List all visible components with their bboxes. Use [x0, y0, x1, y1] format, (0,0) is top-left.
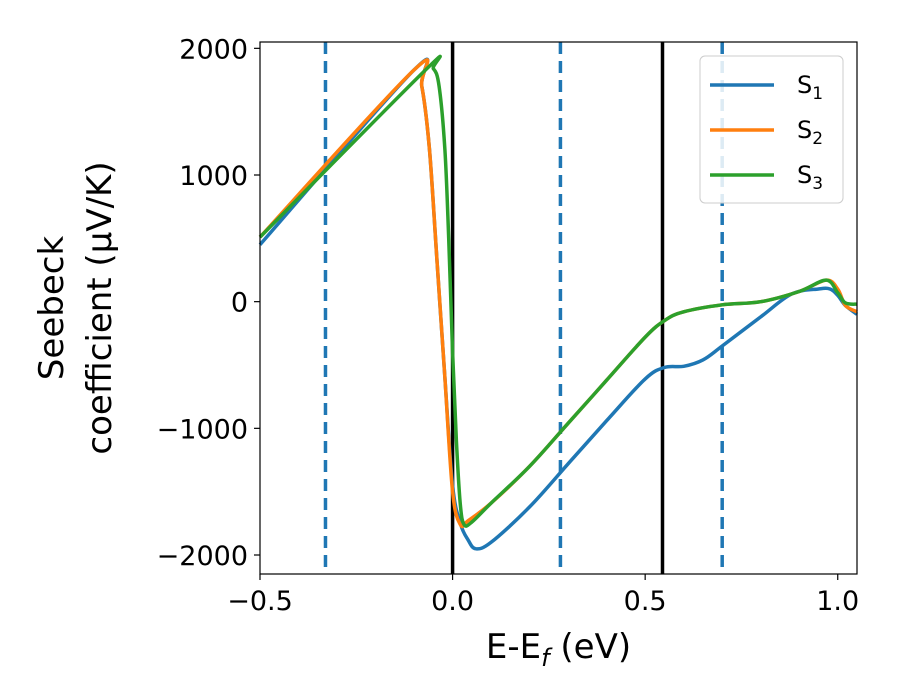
- x-tick-label: 0.5: [624, 586, 667, 617]
- legend: S1 S2 S3: [699, 55, 844, 204]
- series-lines: [258, 54, 859, 551]
- y-tick-label: 2000: [179, 34, 248, 65]
- y-axis-ticks: 2000 1000 0 −1000 −2000: [157, 34, 260, 572]
- y-axis-title-line2: coefficient (μV/K): [80, 161, 120, 454]
- x-axis-title-unit: (eV): [550, 627, 632, 667]
- y-tick-label: 0: [231, 288, 248, 319]
- y-tick-label: −1000: [157, 414, 248, 445]
- x-tick-label: −0.5: [227, 586, 293, 617]
- legend-label-S2: S2: [797, 116, 823, 149]
- series-line-S3: [258, 54, 858, 528]
- x-tick-label: 1.0: [816, 586, 859, 617]
- x-tick-label: 0.0: [431, 586, 474, 617]
- reference-lines: [323, 42, 724, 574]
- y-axis-title-line1: Seebeck: [32, 236, 72, 381]
- legend-label-S3: S3: [797, 161, 823, 194]
- plot-frame: [259, 41, 858, 575]
- y-tick-label: −2000: [157, 541, 248, 572]
- y-axis-title: Seebeck coefficient (μV/K): [32, 161, 120, 454]
- legend-label-S1: S1: [797, 71, 823, 104]
- x-axis-title: E-Ef (eV): [486, 627, 631, 672]
- y-tick-label: 1000: [179, 161, 248, 192]
- x-axis-title-main: E-E: [486, 627, 541, 667]
- x-axis-ticks: −0.5 0.0 0.5 1.0: [227, 574, 859, 617]
